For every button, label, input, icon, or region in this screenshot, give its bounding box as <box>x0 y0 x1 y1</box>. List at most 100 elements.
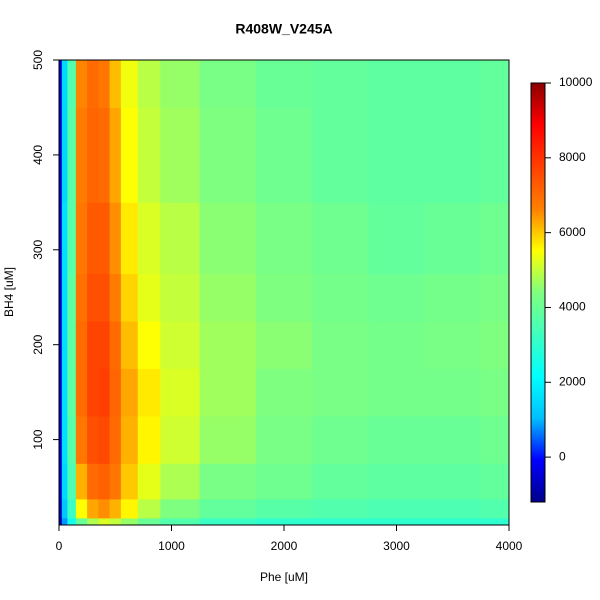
heat-cell <box>480 202 510 275</box>
heat-cell <box>98 273 111 322</box>
x-tick-label: 4000 <box>496 539 523 553</box>
heat-cell <box>67 498 77 519</box>
heat-cell <box>87 320 99 369</box>
heat-cell <box>424 107 482 203</box>
heat-cell <box>120 415 139 464</box>
heat-cell <box>199 517 257 526</box>
y-tick-label: 500 <box>31 50 45 70</box>
heat-cell <box>67 517 77 526</box>
heat-cell <box>424 415 482 464</box>
heat-cell <box>255 498 313 519</box>
heat-cell <box>67 107 77 203</box>
heat-cell <box>61 463 68 500</box>
heat-cell <box>255 368 313 417</box>
heat-cell <box>75 107 88 203</box>
heat-cell <box>98 60 111 108</box>
heat-cell <box>137 60 161 108</box>
heat-cell <box>199 463 257 500</box>
heat-cell <box>98 517 111 526</box>
heat-cell <box>480 60 510 108</box>
heat-cell <box>61 498 68 519</box>
heat-cell <box>120 202 139 275</box>
heat-cell <box>87 415 99 464</box>
heat-cell <box>368 498 426 519</box>
heat-cell <box>61 415 68 464</box>
heat-cell <box>199 60 257 108</box>
heat-cell <box>59 517 63 526</box>
heat-cell <box>98 463 111 500</box>
heat-cell <box>160 368 201 417</box>
heat-cell <box>160 498 201 519</box>
heat-cell <box>424 498 482 519</box>
color-bar-tick-label: 2000 <box>559 374 586 388</box>
heat-cell <box>61 517 68 526</box>
heat-cell <box>87 517 99 526</box>
heat-cell <box>75 463 88 500</box>
heat-cell <box>160 415 201 464</box>
heat-cell <box>120 463 139 500</box>
heat-cells <box>59 60 510 526</box>
heat-cell <box>255 202 313 275</box>
heat-cell <box>368 368 426 417</box>
heat-cell <box>67 273 77 322</box>
heat-cell <box>98 320 111 369</box>
y-tick-label: 300 <box>31 239 45 259</box>
heat-cell <box>59 463 63 500</box>
heat-cell <box>137 463 161 500</box>
color-bar-tick-label: 4000 <box>559 300 586 314</box>
x-tick-label: 3000 <box>383 539 410 553</box>
heat-cell <box>109 202 122 275</box>
heat-cell <box>137 202 161 275</box>
heat-cell <box>368 463 426 500</box>
heat-cell <box>61 320 68 369</box>
heat-cell <box>87 498 99 519</box>
heat-cell <box>424 60 482 108</box>
heat-cell <box>137 107 161 203</box>
heat-cell <box>160 60 201 108</box>
heat-cell <box>255 463 313 500</box>
heat-cell <box>160 202 201 275</box>
heat-cell <box>368 320 426 369</box>
heat-cell <box>120 368 139 417</box>
heat-cell <box>109 498 122 519</box>
heat-cell <box>61 60 68 108</box>
heat-cell <box>312 320 369 369</box>
heat-cell <box>109 517 122 526</box>
heat-cell <box>368 273 426 322</box>
heat-cell <box>160 320 201 369</box>
heat-cell <box>109 463 122 500</box>
heat-cell <box>137 498 161 519</box>
heat-cell <box>199 368 257 417</box>
heat-cell <box>75 415 88 464</box>
heat-cell <box>137 273 161 322</box>
heat-cell <box>312 498 369 519</box>
heat-cell <box>137 415 161 464</box>
heat-cell <box>98 415 111 464</box>
heat-cell <box>109 320 122 369</box>
heat-cell <box>61 202 68 275</box>
heat-cell <box>312 107 369 203</box>
heat-cell <box>59 415 63 464</box>
heat-cell <box>480 498 510 519</box>
heat-cell <box>368 107 426 203</box>
heat-cell <box>75 202 88 275</box>
heat-cell <box>480 273 510 322</box>
heat-cell <box>480 368 510 417</box>
heat-cell <box>312 273 369 322</box>
heat-cell <box>67 60 77 108</box>
heat-cell <box>67 320 77 369</box>
heat-cell <box>67 202 77 275</box>
chart-title: R408W_V245A <box>235 21 332 37</box>
heat-cell <box>109 415 122 464</box>
heat-cell <box>312 60 369 108</box>
heat-cell <box>98 202 111 275</box>
x-axis-label: Phe [uM] <box>260 570 308 584</box>
heat-cell <box>255 320 313 369</box>
heat-cell <box>59 273 63 322</box>
heat-cell <box>59 368 63 417</box>
heat-cell <box>424 320 482 369</box>
y-axis-label: BH4 [uM] <box>2 267 16 317</box>
heat-cell <box>312 517 369 526</box>
heat-cell <box>59 320 63 369</box>
